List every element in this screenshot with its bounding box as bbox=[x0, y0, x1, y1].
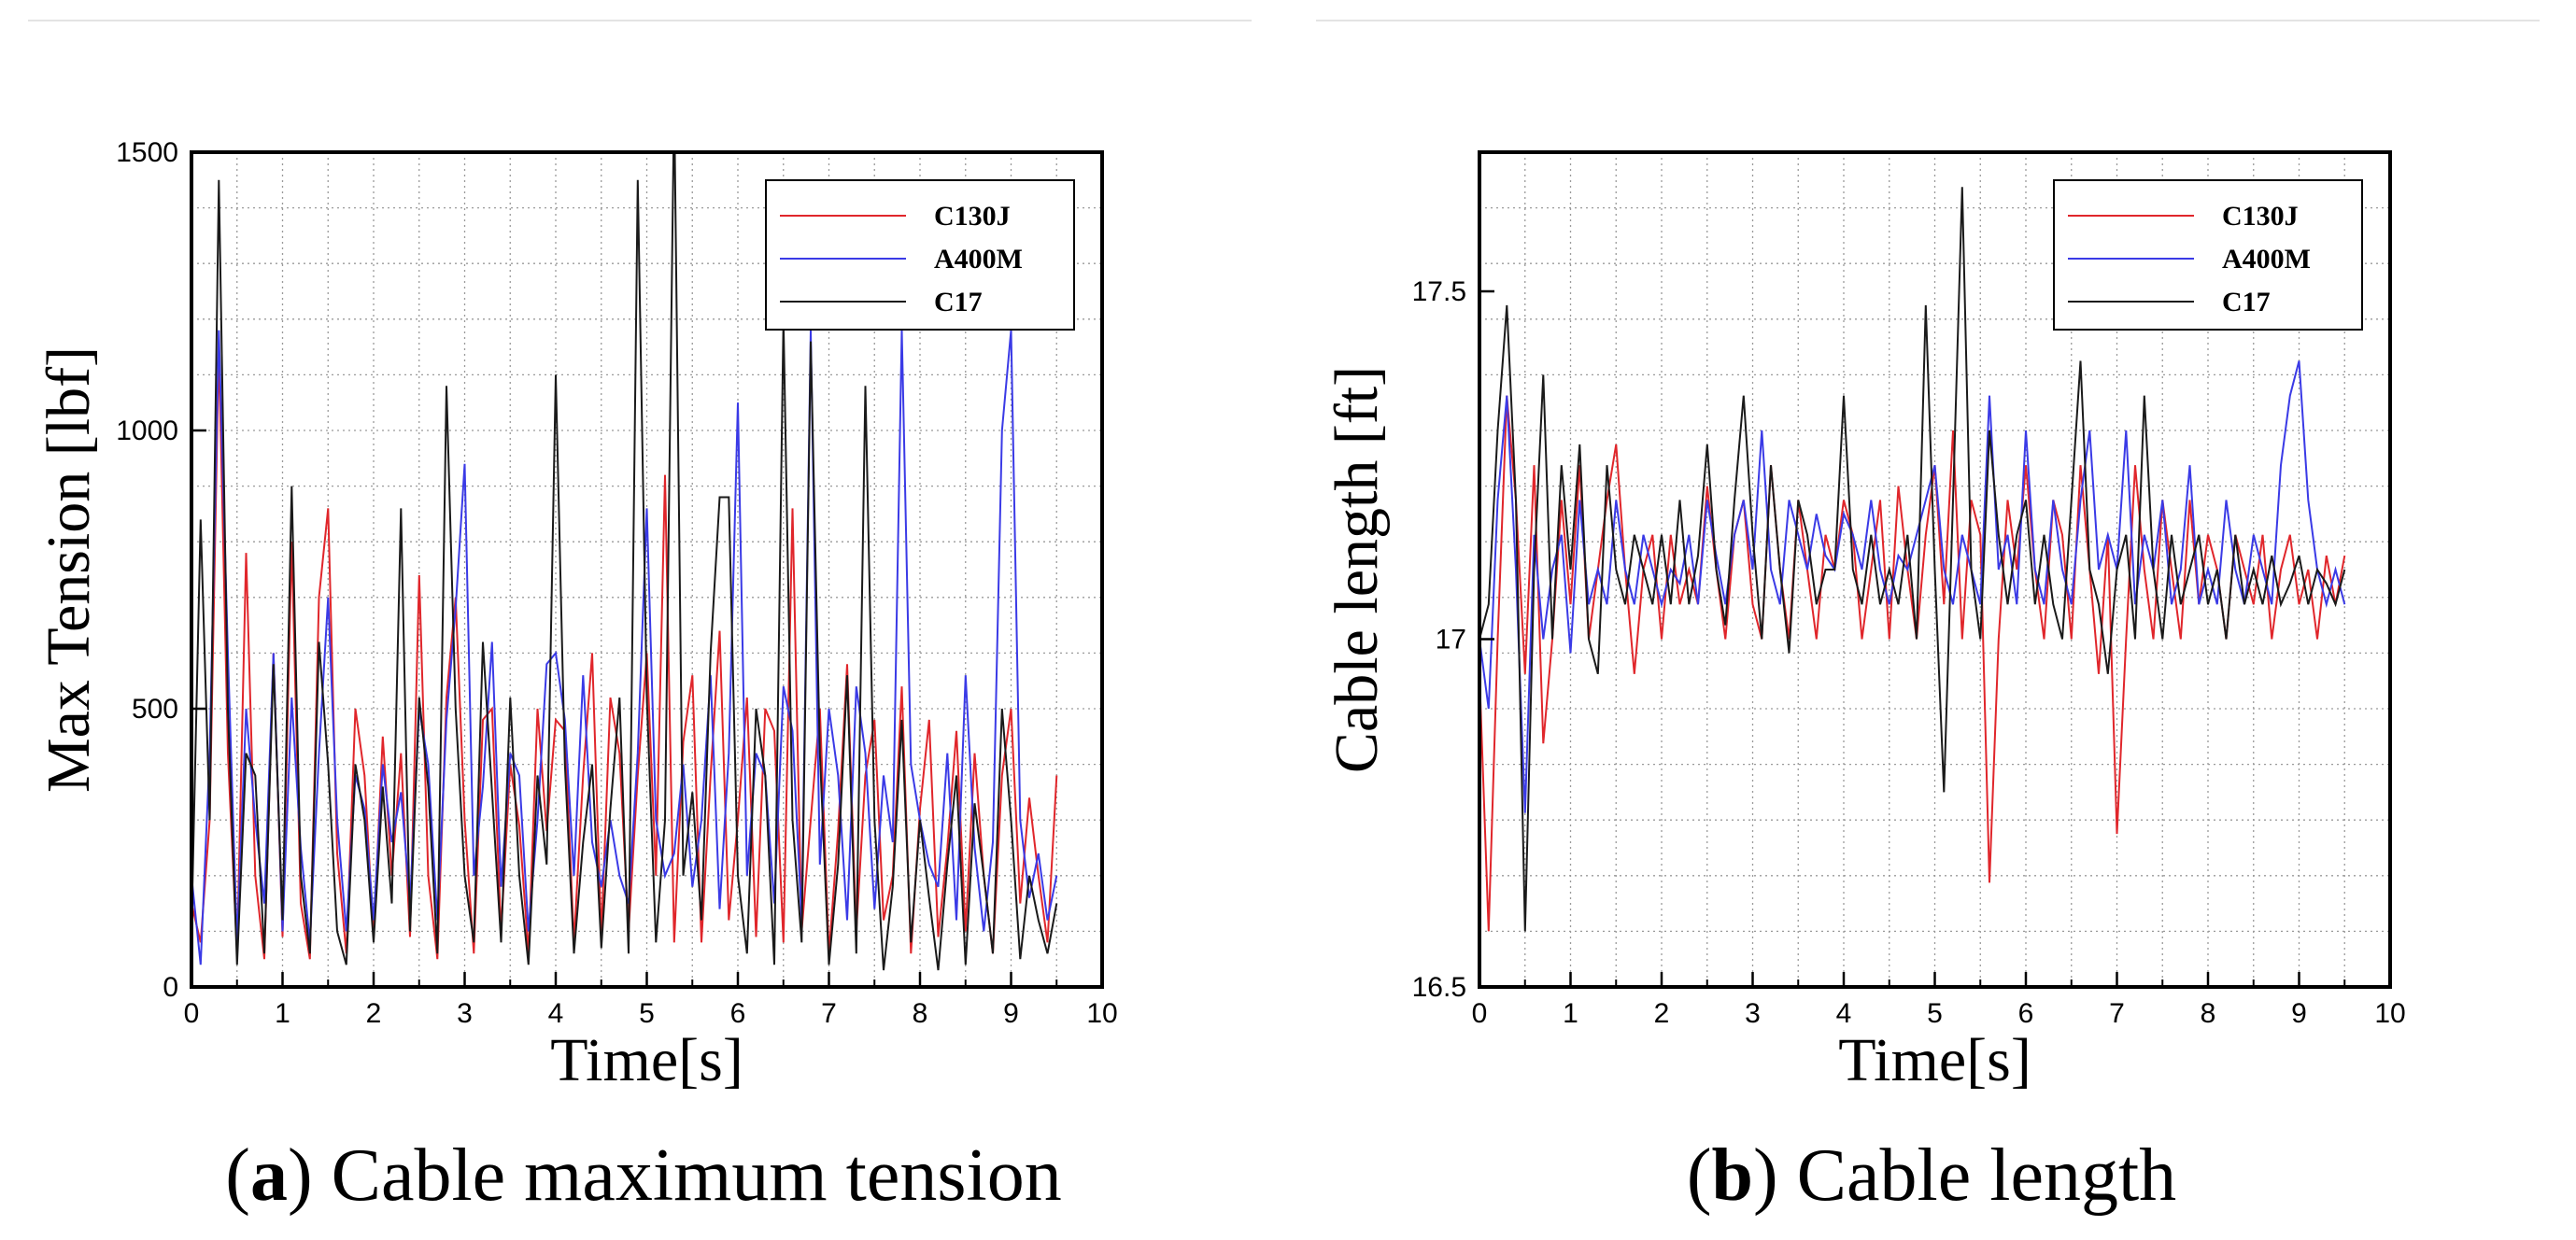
x-tick-label: 7 bbox=[2109, 998, 2125, 1029]
legend-label-C130J: C130J bbox=[2222, 201, 2299, 232]
series-line-C130J bbox=[1479, 395, 2346, 932]
y-tick-label: 17.5 bbox=[1412, 276, 1466, 307]
legend-label-A400M: A400M bbox=[934, 244, 1023, 275]
x-tick-label: 8 bbox=[913, 998, 928, 1029]
x-tick-label: 1 bbox=[1563, 998, 1578, 1029]
chart-panel-b: 0 1 2 3 4 5 6 7 8 9 10 16.5 17 17.5 Time[s] Cable lengt… bbox=[1288, 0, 2576, 1240]
legend-label-C17: C17 bbox=[934, 287, 983, 317]
y-axis-label: Cable length [ft] bbox=[1323, 366, 1391, 773]
x-tick-label: 3 bbox=[1745, 998, 1761, 1029]
series-line-A400M bbox=[191, 330, 1058, 965]
max-tension-chart: 0 1 2 3 4 5 6 7 8 9 10 0 500 1000 1500 Time[s] Max Tensi… bbox=[28, 20, 1252, 1217]
x-tick-label: 9 bbox=[1003, 998, 1019, 1029]
figure-caption: (b) Cable length bbox=[1687, 1134, 2176, 1217]
figure-caption: (a) Cable maximum tension bbox=[225, 1134, 1061, 1217]
x-tick-label: 3 bbox=[457, 998, 473, 1029]
legend-box bbox=[2053, 179, 2363, 331]
chart-panel-a: 0 1 2 3 4 5 6 7 8 9 10 0 500 1000 1500 Time[s] Max Tensi… bbox=[28, 20, 1252, 1217]
x-tick-label: 10 bbox=[1086, 998, 1117, 1029]
y-tick-label: 1500 bbox=[116, 137, 178, 168]
y-tick-label: 0 bbox=[163, 972, 178, 1003]
x-tick-label: 10 bbox=[2374, 998, 2405, 1029]
x-tick-label: 4 bbox=[1836, 998, 1852, 1029]
x-tick-label: 2 bbox=[366, 998, 382, 1029]
series-line-A400M bbox=[1479, 360, 2346, 813]
cable-length-chart: 0 1 2 3 4 5 6 7 8 9 10 16.5 17 17.5 Time[s] Cable lengt… bbox=[1316, 20, 2540, 1217]
x-axis-label: Time[s] bbox=[1838, 1026, 2031, 1094]
x-tick-label: 0 bbox=[184, 998, 200, 1029]
series-line-C17 bbox=[1479, 187, 2346, 932]
legend-box bbox=[765, 179, 1075, 331]
x-tick-label: 7 bbox=[821, 998, 837, 1029]
y-tick-label: 16.5 bbox=[1412, 972, 1466, 1003]
y-axis-label: Max Tension [lbf] bbox=[35, 346, 103, 793]
x-tick-label: 9 bbox=[2291, 998, 2307, 1029]
y-tick-label: 1000 bbox=[116, 416, 178, 446]
legend-label-C17: C17 bbox=[2222, 287, 2271, 317]
x-tick-label: 5 bbox=[1927, 998, 1943, 1029]
legend-label-A400M: A400M bbox=[2222, 244, 2311, 275]
legend-label-C130J: C130J bbox=[934, 201, 1011, 232]
y-tick-label: 17 bbox=[1436, 625, 1466, 655]
x-tick-label: 5 bbox=[639, 998, 655, 1029]
x-tick-label: 2 bbox=[1654, 998, 1670, 1029]
x-tick-label: 1 bbox=[275, 998, 290, 1029]
x-tick-label: 8 bbox=[2201, 998, 2216, 1029]
x-tick-label: 0 bbox=[1472, 998, 1488, 1029]
x-tick-label: 6 bbox=[2018, 998, 2034, 1029]
series-line-C17 bbox=[191, 152, 1058, 971]
x-axis-label: Time[s] bbox=[550, 1026, 743, 1094]
x-tick-label: 4 bbox=[548, 998, 564, 1029]
y-tick-label: 500 bbox=[132, 694, 178, 725]
x-tick-label: 6 bbox=[730, 998, 746, 1029]
